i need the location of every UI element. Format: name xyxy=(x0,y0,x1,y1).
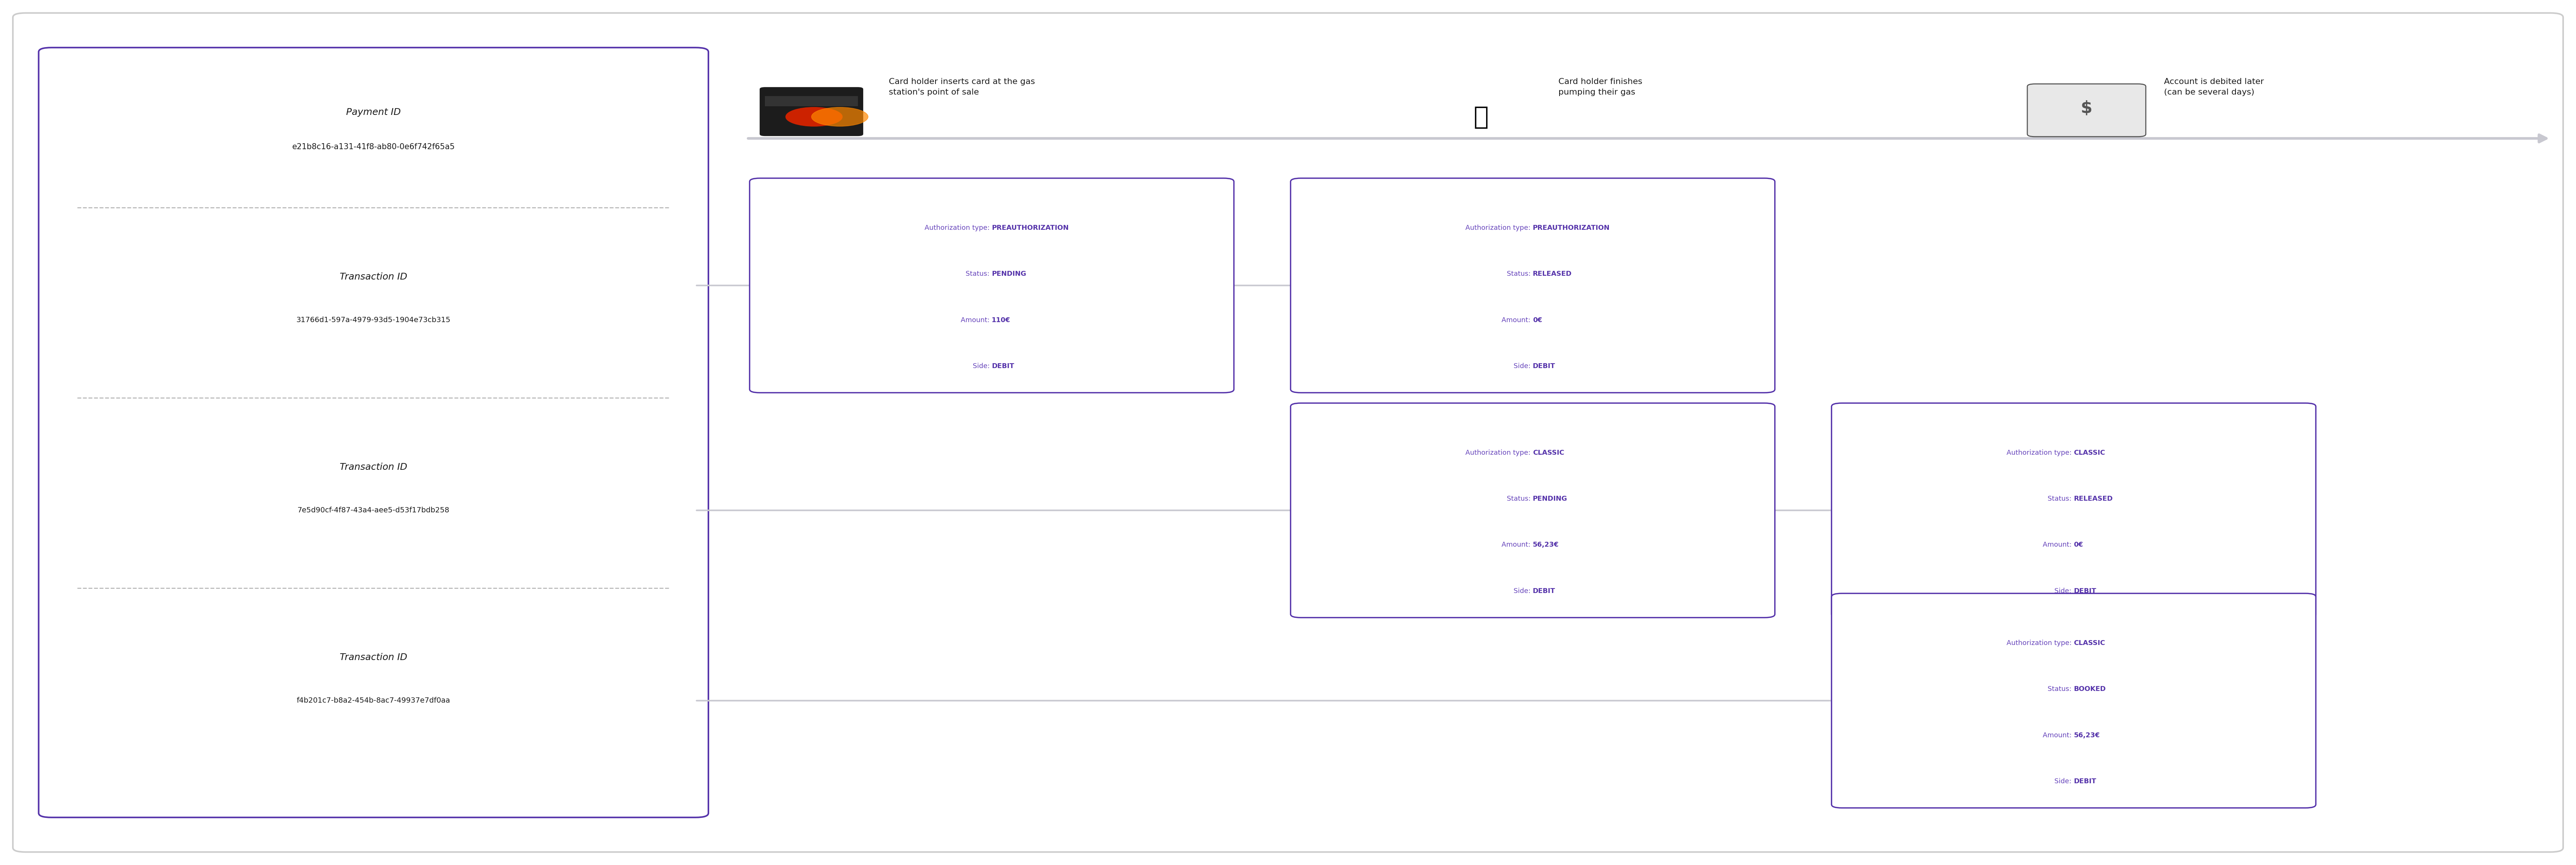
Text: Card holder inserts card at the gas
station's point of sale: Card holder inserts card at the gas stat… xyxy=(889,78,1036,96)
Text: Status:: Status: xyxy=(2048,496,2074,503)
Text: f4b201c7-b8a2-454b-8ac7-49937e7df0aa: f4b201c7-b8a2-454b-8ac7-49937e7df0aa xyxy=(296,697,451,704)
Text: Amount:: Amount: xyxy=(961,317,992,324)
FancyBboxPatch shape xyxy=(1832,593,2316,808)
Text: Side:: Side: xyxy=(2056,587,2074,594)
Circle shape xyxy=(811,107,868,126)
Text: Authorization type:: Authorization type: xyxy=(925,224,992,231)
Text: Side:: Side: xyxy=(1515,362,1533,369)
FancyBboxPatch shape xyxy=(1832,403,2316,618)
FancyBboxPatch shape xyxy=(750,178,1234,393)
Text: RELEASED: RELEASED xyxy=(1533,271,1571,278)
Text: Side:: Side: xyxy=(974,362,992,369)
Text: Transaction ID: Transaction ID xyxy=(340,463,407,471)
Text: Transaction ID: Transaction ID xyxy=(340,653,407,662)
Text: Account is debited later
(can be several days): Account is debited later (can be several… xyxy=(2164,78,2264,96)
Text: 0€: 0€ xyxy=(2074,541,2084,548)
Text: DEBIT: DEBIT xyxy=(992,362,1015,369)
Text: 7e5d90cf-4f87-43a4-aee5-d53f17bdb258: 7e5d90cf-4f87-43a4-aee5-d53f17bdb258 xyxy=(296,507,451,514)
Text: 56,23€: 56,23€ xyxy=(1533,541,1558,548)
FancyBboxPatch shape xyxy=(39,48,708,817)
FancyBboxPatch shape xyxy=(1291,403,1775,618)
Text: Authorization type:: Authorization type: xyxy=(2007,639,2074,646)
Text: e21b8c16-a131-41f8-ab80-0e6f742f65a5: e21b8c16-a131-41f8-ab80-0e6f742f65a5 xyxy=(291,144,456,151)
Text: PREAUTHORIZATION: PREAUTHORIZATION xyxy=(992,224,1069,231)
Text: Status:: Status: xyxy=(1507,271,1533,278)
Bar xyxy=(765,96,858,106)
Text: Amount:: Amount: xyxy=(1502,317,1533,324)
Text: Status:: Status: xyxy=(2048,686,2074,693)
FancyBboxPatch shape xyxy=(2027,84,2146,137)
Text: CLASSIC: CLASSIC xyxy=(1533,449,1564,456)
Text: Amount:: Amount: xyxy=(1502,541,1533,548)
FancyBboxPatch shape xyxy=(13,13,2563,852)
Text: 31766d1-597a-4979-93d5-1904e73cb315: 31766d1-597a-4979-93d5-1904e73cb315 xyxy=(296,317,451,324)
Text: 56,23€: 56,23€ xyxy=(2074,732,2099,739)
Text: CLASSIC: CLASSIC xyxy=(2074,449,2105,456)
Text: Card holder finishes
pumping their gas: Card holder finishes pumping their gas xyxy=(1558,78,1643,96)
Text: PENDING: PENDING xyxy=(1533,496,1566,503)
Text: 0€: 0€ xyxy=(1533,317,1543,324)
Circle shape xyxy=(786,107,842,126)
Text: DEBIT: DEBIT xyxy=(1533,587,1556,594)
FancyBboxPatch shape xyxy=(760,87,863,136)
Text: Payment ID: Payment ID xyxy=(345,108,402,117)
Text: Authorization type:: Authorization type: xyxy=(2007,449,2074,456)
Text: DEBIT: DEBIT xyxy=(2074,587,2097,594)
Text: BOOKED: BOOKED xyxy=(2074,686,2105,693)
Text: Transaction ID: Transaction ID xyxy=(340,272,407,281)
Text: PREAUTHORIZATION: PREAUTHORIZATION xyxy=(1533,224,1610,231)
Text: 110€: 110€ xyxy=(992,317,1010,324)
Text: DEBIT: DEBIT xyxy=(2074,778,2097,785)
Text: Amount:: Amount: xyxy=(2043,541,2074,548)
Text: $: $ xyxy=(2081,100,2092,116)
Text: PENDING: PENDING xyxy=(992,271,1025,278)
Text: Side:: Side: xyxy=(2056,778,2074,785)
Text: DEBIT: DEBIT xyxy=(1533,362,1556,369)
FancyBboxPatch shape xyxy=(1291,178,1775,393)
Text: ⛽: ⛽ xyxy=(1473,105,1489,129)
Text: Status:: Status: xyxy=(966,271,992,278)
Text: RELEASED: RELEASED xyxy=(2074,496,2112,503)
Text: CLASSIC: CLASSIC xyxy=(2074,639,2105,646)
Text: Amount:: Amount: xyxy=(2043,732,2074,739)
Text: Side:: Side: xyxy=(1515,587,1533,594)
Text: Authorization type:: Authorization type: xyxy=(1466,449,1533,456)
Text: Status:: Status: xyxy=(1507,496,1533,503)
Text: Authorization type:: Authorization type: xyxy=(1466,224,1533,231)
